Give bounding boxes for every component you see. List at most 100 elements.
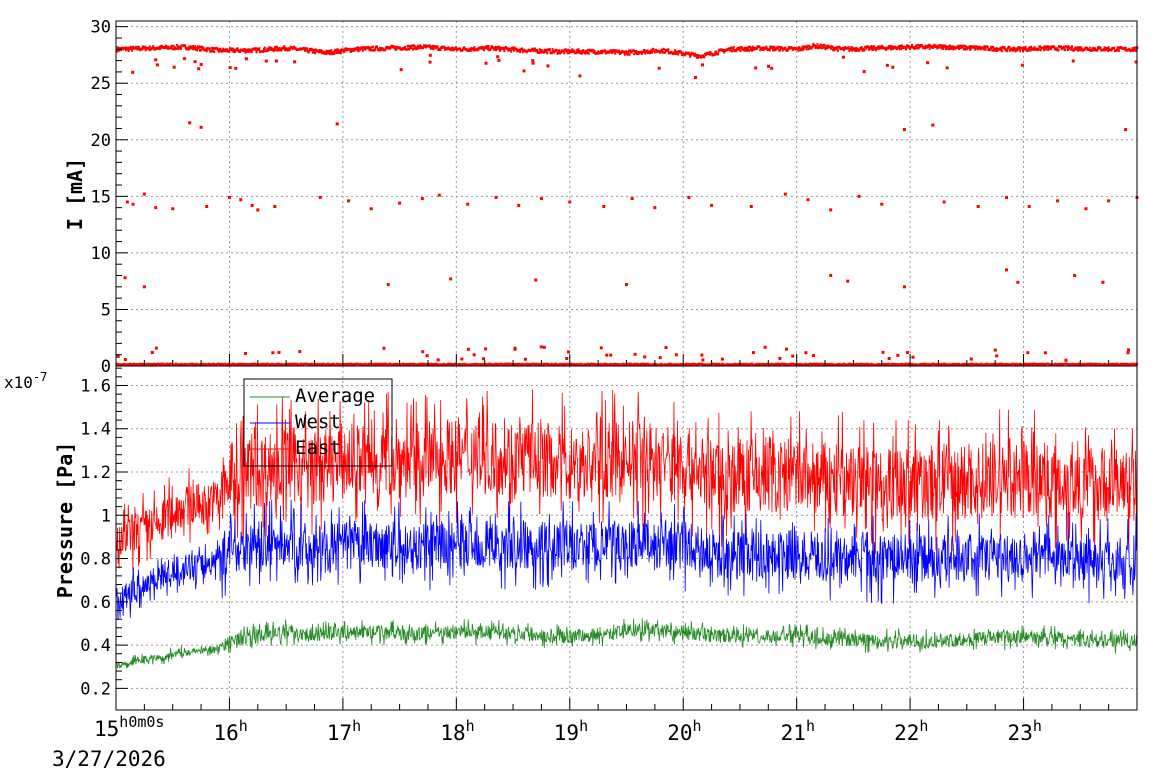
current-dip-point-39 [546,64,550,68]
current-low-point-3 [271,351,275,355]
pressure-line-east [115,389,1137,572]
current-low-point-4 [542,345,546,349]
current-low-point-41 [523,357,527,361]
current-dip-point-8 [199,62,203,66]
current-outlier-26 [630,197,634,201]
current-dip-point-7 [862,70,866,74]
current-outlier-33 [829,208,833,212]
current-low-point-27 [605,353,609,357]
current-outlier-22 [517,203,521,207]
current-dip-point-36 [841,55,845,59]
current-low-point-7 [969,357,973,361]
current-outlier-24 [568,200,572,204]
current-outlier-5 [188,121,192,125]
current-outlier-44 [1107,199,1111,203]
current-low-point-23 [720,357,724,361]
pressure-line-average [115,618,1137,669]
legend-box [243,378,393,467]
pressure-y-tick-label-0: 0.2 [80,679,111,699]
current-dip-point-2 [399,68,403,72]
current-outlier-40 [1005,195,1009,199]
current-dip-point-17 [428,53,432,57]
current-low-point-2 [995,354,999,358]
current-outlier-1 [131,202,135,206]
current-dip-point-30 [244,57,248,61]
current-outlier-47 [123,276,127,280]
current-outlier-28 [687,195,691,199]
current-low-point-1 [811,353,815,357]
current-points [116,42,1139,367]
current-outlier-48 [142,285,146,289]
pressure-y-tick-label-1: 0.4 [80,636,111,656]
current-y-tick-label-4: 20 [91,131,111,151]
current-dip-point-33 [945,66,949,70]
current-low-point-11 [466,347,470,351]
time-tick-label-19: 19h [554,717,588,745]
current-outlier-3 [154,206,158,210]
current-low-point-6 [1043,351,1047,355]
current-low-point-37 [460,357,464,361]
current-outlier-32 [806,198,810,202]
current-outlier-37 [931,123,935,127]
current-dip-point-29 [234,66,238,70]
current-outlier-50 [449,277,453,281]
current-outlier-25 [602,205,606,209]
legend-label-west: West [295,411,341,433]
current-low-point-21 [784,347,788,351]
current-low-point-29 [658,356,662,360]
time-tick-label-21: 21h [781,717,815,745]
current-low-point-43 [123,357,127,361]
current-outlier-35 [880,202,884,206]
current-dip-point-21 [131,70,135,74]
current-main-band [116,42,1139,59]
current-y-ticks: 0 5 10 15 20 25 30 [91,18,128,377]
current-low-point-14 [513,346,517,350]
current-outlier-17 [398,201,402,205]
time-tick-label-18: 18h [440,717,474,745]
current-dip-point-35 [754,66,758,70]
current-low-point-32 [887,356,891,360]
pressure-panel: 0.2 0.4 0.6 0.8 1 1.2 1.4 1.6 Pressure [Pa] x10… [4,365,1138,711]
pressure-y-tick-label-2: 0.6 [80,593,111,613]
current-dip-point-1 [484,61,488,65]
current-low-point-17 [421,350,425,354]
current-dip-point-11 [172,65,176,69]
legend-label-average: Average [295,385,375,407]
pressure-y-tick-label-6: 1.4 [80,420,111,440]
current-outlier-9 [239,198,243,202]
current-outlier-57 [1016,280,1020,284]
current-dip-point-9 [694,75,698,79]
current-dip-point-19 [1020,63,1024,67]
current-low-point-54 [436,358,440,362]
current-outlier-31 [783,192,787,196]
current-low-point-9 [701,358,705,362]
current-low-point-15 [905,351,909,355]
current-outlier-34 [857,194,861,198]
current-low-point-31 [911,355,915,359]
current-dip-point-16 [228,66,232,70]
pressure-y-tick-label-3: 0.8 [80,550,111,570]
current-low-point-12 [277,350,281,354]
current-dip-point-15 [193,60,197,64]
current-outlier-42 [1056,199,1060,203]
legend-label-east: East [295,437,341,459]
current-dip-point-18 [885,63,889,67]
current-low-point-52 [482,357,486,361]
current-low-point-10 [993,348,997,352]
current-outlier-19 [437,193,441,197]
current-outlier-16 [369,207,373,211]
pressure-y-ticks: 0.2 0.4 0.6 0.8 1 1.2 1.4 1.6 [80,367,128,699]
current-y-tick-label-0: 0 [101,357,111,377]
current-low-point-18 [1064,358,1068,362]
current-outlier-0 [125,200,129,204]
current-low-point-26 [565,356,569,360]
current-dip-point-32 [657,66,661,70]
current-outlier-29 [710,203,714,207]
current-low-point-44 [664,346,668,350]
current-low-point-50 [566,350,570,354]
pressure-y-tick-label-5: 1.2 [80,463,111,483]
current-low-point-53 [539,345,543,349]
current-outlier-2 [142,192,146,196]
current-dip-point-26 [701,63,705,67]
